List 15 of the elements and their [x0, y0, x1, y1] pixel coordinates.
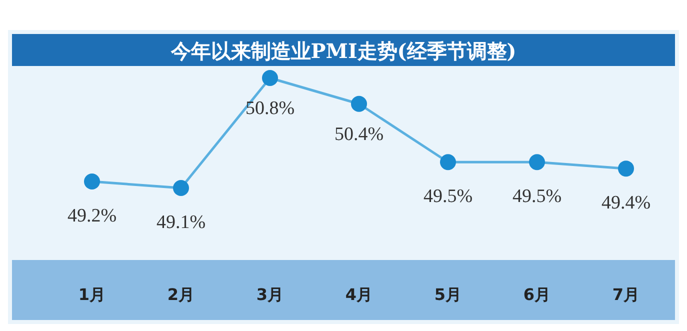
data-label: 49.2%	[67, 206, 117, 227]
x-tick-label: 1月	[78, 285, 106, 304]
data-label: 50.4%	[334, 124, 384, 145]
x-tick-label: 2月	[167, 285, 195, 304]
x-tick-label: 4月	[345, 285, 373, 304]
x-tick-label: 5月	[434, 285, 462, 304]
data-label: 49.5%	[423, 186, 473, 208]
x-tick-label: 3月	[256, 285, 284, 304]
data-label: 49.4%	[601, 192, 651, 214]
x-tick-label: 7月	[612, 285, 640, 304]
data-label: 50.8%	[245, 98, 295, 119]
data-label: 49.1%	[156, 212, 206, 233]
chart-title: 今年以来制造业PMI走势(经季节调整)	[170, 39, 516, 63]
x-tick-label: 6月	[523, 285, 551, 304]
data-label: 49.5%	[512, 186, 562, 208]
